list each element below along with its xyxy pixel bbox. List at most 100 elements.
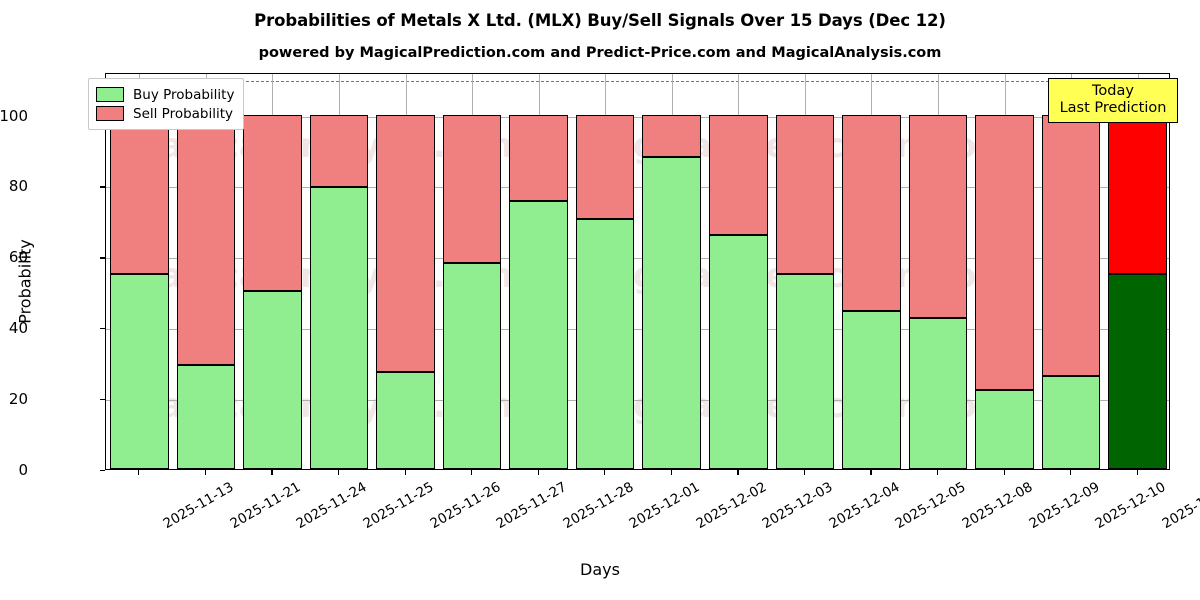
gridline-horizontal (106, 329, 1169, 331)
bars-layer (106, 74, 1169, 469)
bar-group[interactable] (842, 74, 901, 469)
bar-group[interactable] (775, 74, 835, 469)
y-axis-tick-label: 40 (8, 319, 28, 338)
bar-segment-buy[interactable] (775, 274, 835, 469)
bar-segment-buy[interactable] (442, 262, 502, 469)
x-axis-tick-label: 2025-11-27 (493, 479, 570, 533)
bar-segment-buy[interactable] (109, 274, 169, 469)
x-axis-tick-label: 2025-12-01 (626, 479, 703, 533)
bar-segment-sell[interactable] (908, 114, 968, 319)
bar-group[interactable] (1108, 74, 1167, 469)
bar-segment-buy[interactable] (309, 187, 369, 469)
y-axis-tick-label: 100 (0, 106, 28, 125)
bar-group[interactable] (642, 74, 702, 469)
x-axis-tick-mark (803, 470, 806, 475)
bar-segment-sell[interactable] (842, 114, 901, 311)
x-axis-tick-label: 2025-11-28 (560, 479, 637, 533)
bar-segment-buy[interactable] (842, 310, 901, 469)
bar-segment-buy[interactable] (176, 364, 236, 469)
bar-group[interactable] (509, 74, 568, 469)
x-axis-tick-mark (138, 470, 140, 475)
x-axis-tick-label: 2025-11-21 (227, 479, 304, 533)
x-axis-tick-label: 2025-12-08 (959, 479, 1036, 533)
bar-group[interactable] (709, 74, 768, 469)
bar-segment-buy[interactable] (1108, 274, 1167, 469)
bar-group[interactable] (575, 74, 635, 469)
bar-segment-sell[interactable] (775, 114, 835, 275)
chart-subtitle: powered by MagicalPrediction.com and Pre… (258, 45, 942, 61)
x-axis-tick-label: 2025-11-13 (160, 479, 237, 533)
bar-segment-sell[interactable] (642, 114, 702, 158)
bar-segment-sell[interactable] (975, 114, 1034, 390)
bar-segment-sell[interactable] (309, 114, 369, 188)
gridline-horizontal (106, 400, 1169, 402)
bar-group[interactable] (109, 74, 169, 469)
x-axis-tick-mark (337, 470, 340, 475)
x-axis-tick-mark (271, 470, 273, 475)
reference-line (106, 81, 1169, 83)
bar-segment-buy[interactable] (509, 201, 568, 469)
chart-title: Probabilities of Metals X Ltd. (MLX) Buy… (254, 11, 946, 30)
x-axis-tick-label: 2025-12-04 (826, 479, 903, 533)
x-axis-tick-mark (404, 470, 406, 475)
bar-segment-buy[interactable] (243, 290, 302, 469)
bar-segment-buy[interactable] (642, 157, 702, 469)
bar-segment-buy[interactable] (575, 219, 635, 469)
legend-label-buy: Buy Probability (133, 86, 235, 103)
bar-segment-sell[interactable] (176, 114, 236, 365)
bar-segment-sell[interactable] (109, 114, 169, 275)
bar-segment-sell[interactable] (1108, 114, 1167, 275)
bar-segment-sell[interactable] (509, 114, 568, 202)
gridline-horizontal (106, 187, 1169, 189)
x-axis-tick-label: 2025-12-10 (1092, 479, 1169, 533)
bar-group[interactable] (908, 74, 968, 469)
y-axis-tick-label: 60 (8, 248, 28, 267)
bar-group[interactable] (243, 74, 302, 469)
bar-segment-buy[interactable] (908, 318, 968, 469)
y-axis-tick-label: 0 (18, 461, 28, 479)
gridline-horizontal (106, 116, 1169, 118)
bar-segment-sell[interactable] (1041, 114, 1101, 377)
today-annotation-line2: Last Prediction (1059, 100, 1167, 116)
x-axis-tick-mark (870, 470, 872, 475)
x-axis-tick-label: 2025-12-03 (759, 479, 836, 533)
legend-swatch-buy-icon (96, 87, 124, 102)
x-axis-tick-mark (204, 470, 207, 475)
bar-segment-buy[interactable] (975, 389, 1034, 469)
bar-group[interactable] (309, 74, 369, 469)
gridline-horizontal (106, 258, 1169, 260)
x-axis-tick-label: 2025-12-05 (892, 479, 969, 533)
x-axis-tick-mark (604, 470, 606, 475)
plot-area: MagicalAnalysis.comMagicalPrediction.com… (105, 73, 1170, 470)
x-axis-tick-label: 2025-11-25 (360, 479, 437, 533)
bar-group[interactable] (176, 74, 236, 469)
y-axis-tick-mark (100, 399, 105, 401)
x-axis-tick-mark (537, 470, 539, 475)
bar-segment-sell[interactable] (376, 114, 435, 373)
legend-item-sell: Sell Probability (96, 104, 234, 123)
bar-group[interactable] (1041, 74, 1101, 469)
bar-segment-sell[interactable] (442, 114, 502, 263)
legend: Buy Probability Sell Probability (88, 78, 245, 130)
y-axis-tick-label: 80 (8, 177, 28, 196)
legend-label-sell: Sell Probability (133, 105, 234, 122)
bar-segment-sell[interactable] (243, 114, 302, 291)
x-axis-tick-mark (937, 470, 939, 475)
y-axis-tick-mark (100, 470, 105, 472)
bar-segment-sell[interactable] (709, 114, 768, 235)
bar-segment-buy[interactable] (1041, 376, 1101, 469)
legend-swatch-sell-icon (96, 106, 124, 121)
x-axis-tick-mark (471, 470, 473, 475)
bar-segment-buy[interactable] (376, 372, 435, 469)
bar-group[interactable] (975, 74, 1034, 469)
bar-group[interactable] (376, 74, 435, 469)
y-axis-tick-mark (100, 186, 105, 188)
today-annotation-line1: Today (1092, 83, 1134, 99)
bar-segment-buy[interactable] (709, 234, 768, 469)
bar-segment-sell[interactable] (575, 114, 635, 220)
bar-group[interactable] (442, 74, 502, 469)
x-axis-title: Days (580, 560, 620, 579)
y-axis-tick-mark (100, 257, 105, 259)
y-axis-tick-label: 20 (8, 390, 28, 409)
